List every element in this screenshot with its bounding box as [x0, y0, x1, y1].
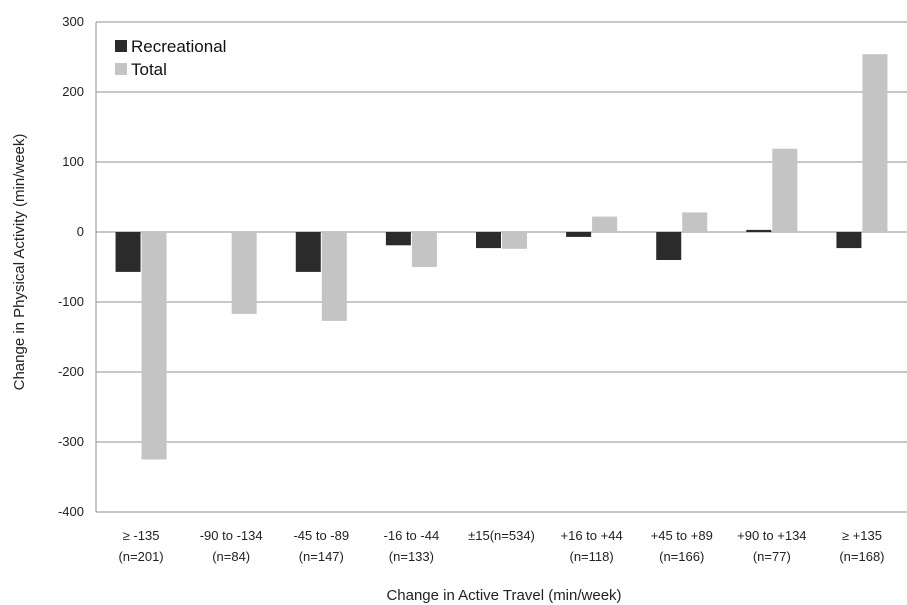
x-category-label: (n=77)	[753, 549, 791, 564]
legend-swatch-total	[115, 63, 127, 75]
x-category-label: +16 to +44	[561, 528, 623, 543]
legend-label-total: Total	[131, 60, 167, 79]
x-category-label: ≥ -135	[123, 528, 160, 543]
x-category-label: -90 to -134	[200, 528, 263, 543]
x-category-label: +90 to +134	[737, 528, 806, 543]
bar-recreational-4	[476, 232, 501, 249]
bar-recreational-6	[656, 232, 682, 260]
bar-recreational-8	[836, 232, 862, 249]
bar-total-0	[141, 232, 167, 460]
bar-total-3	[411, 232, 437, 267]
legend-label-recreational: Recreational	[131, 37, 226, 56]
x-category-label: (n=166)	[659, 549, 704, 564]
y-tick-label: 300	[62, 14, 84, 29]
x-axis-categories: ≥ -135 (n=201) -90 to -134 (n=84) -45 to -89…	[118, 528, 884, 564]
y-tick-label: -300	[58, 434, 84, 449]
y-tick-label: -200	[58, 364, 84, 379]
x-category-label: (n=201)	[118, 549, 163, 564]
x-category-label: (n=84)	[212, 549, 250, 564]
x-category-label: (n=133)	[389, 549, 434, 564]
y-axis-title: Change in Physical Activity (min/week)	[11, 134, 28, 391]
x-category-label: (n=147)	[299, 549, 344, 564]
x-category-label: (n=168)	[839, 549, 884, 564]
bar-recreational-0	[115, 232, 141, 272]
x-category-label: ±15(n=534)	[468, 528, 535, 543]
x-category-label: (n=118)	[570, 549, 614, 564]
bar-total-5	[592, 216, 618, 232]
bar-total-2	[321, 232, 347, 321]
bar-total-4	[502, 232, 527, 249]
x-category-label: -45 to -89	[293, 528, 349, 543]
y-tick-label: 200	[62, 84, 84, 99]
x-category-label: ≥ +135	[842, 528, 882, 543]
y-tick-label: -100	[58, 294, 84, 309]
bar-total-7	[772, 148, 798, 232]
bars	[115, 54, 888, 460]
legend-swatch-recreational	[115, 40, 127, 52]
y-tick-label: 0	[77, 224, 84, 239]
y-tick-label: 100	[62, 154, 84, 169]
bar-total-1	[231, 232, 257, 314]
gridlines	[95, 21, 907, 513]
y-axis-ticks: 300 200 100 0 -100 -200 -300 -400	[58, 14, 84, 519]
bar-recreational-2	[295, 232, 321, 272]
y-tick-label: -400	[58, 504, 84, 519]
x-axis-title: Change in Active Travel (min/week)	[386, 587, 621, 604]
x-category-label: -16 to -44	[384, 528, 440, 543]
bar-total-6	[682, 212, 708, 232]
bar-recreational-5	[566, 232, 592, 237]
bar-total-8	[862, 54, 888, 233]
bar-recreational-7	[746, 229, 772, 232]
x-category-label: +45 to +89	[651, 528, 713, 543]
bar-recreational-3	[385, 232, 411, 246]
legend: Recreational Total	[115, 37, 226, 79]
